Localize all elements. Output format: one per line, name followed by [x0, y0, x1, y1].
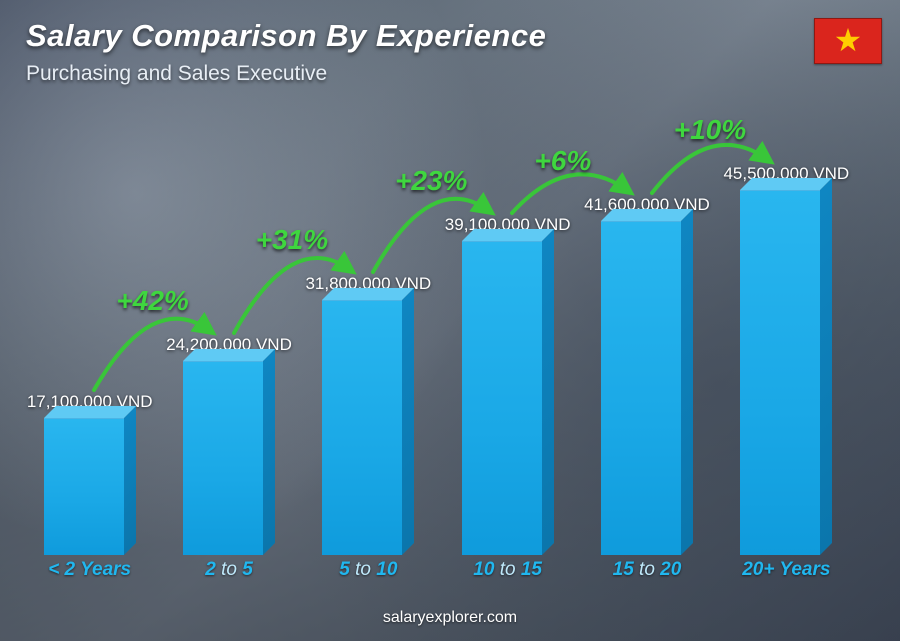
chart-subtitle: Purchasing and Sales Executive [26, 62, 327, 86]
chart-title: Salary Comparison By Experience [26, 18, 546, 54]
bar-4: 41,600,000 VND [577, 100, 716, 555]
star-icon [834, 27, 862, 55]
x-label: 15 to 20 [577, 559, 716, 589]
infographic-canvas: Salary Comparison By Experience Purchasi… [0, 0, 900, 641]
bar-shape [183, 361, 275, 555]
x-label: 20+ Years [717, 559, 856, 589]
bar-side [681, 209, 693, 555]
bar-top [740, 178, 832, 190]
bar-5: 45,500,000 VND [717, 100, 856, 555]
bar-side [820, 178, 832, 555]
bar-1: 24,200,000 VND [159, 100, 298, 555]
bar-side [542, 229, 554, 555]
bar-front [322, 300, 402, 555]
bar-front [44, 418, 124, 555]
bar-3: 39,100,000 VND [438, 100, 577, 555]
bar-side [402, 288, 414, 555]
x-label: < 2 Years [20, 559, 159, 589]
x-label: 10 to 15 [438, 559, 577, 589]
bar-front [740, 190, 820, 555]
bar-side [263, 349, 275, 555]
bar-shape [44, 418, 136, 555]
bar-top [322, 288, 414, 300]
bar-shape [462, 241, 554, 555]
bar-top [601, 209, 693, 221]
bar-front [462, 241, 542, 555]
bar-front [601, 221, 681, 555]
bar-2: 31,800,000 VND [299, 100, 438, 555]
flag-vietnam [814, 18, 882, 64]
bar-0: 17,100,000 VND [20, 100, 159, 555]
bar-side [124, 406, 136, 555]
source-footer: salaryexplorer.com [0, 609, 900, 627]
bar-chart: 17,100,000 VND24,200,000 VND31,800,000 V… [20, 100, 856, 589]
x-label: 5 to 10 [299, 559, 438, 589]
bars-container: 17,100,000 VND24,200,000 VND31,800,000 V… [20, 100, 856, 555]
bar-front [183, 361, 263, 555]
x-axis-labels: < 2 Years2 to 55 to 1010 to 1515 to 2020… [20, 559, 856, 589]
bar-shape [322, 300, 414, 555]
bar-top [44, 406, 136, 418]
bar-top [183, 349, 275, 361]
bar-top [462, 229, 554, 241]
bar-shape [740, 190, 832, 555]
x-label: 2 to 5 [159, 559, 298, 589]
bar-shape [601, 221, 693, 555]
